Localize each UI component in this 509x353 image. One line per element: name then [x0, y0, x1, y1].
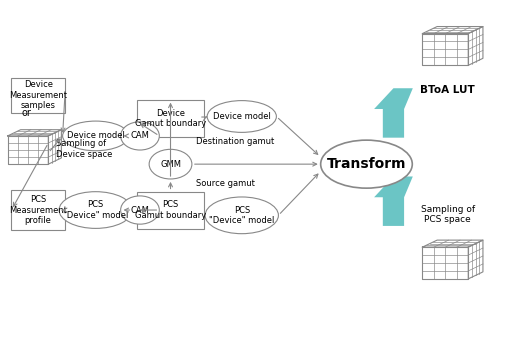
Text: Device model: Device model: [213, 112, 271, 121]
Bar: [137, 100, 204, 137]
Text: Sampling of
PCS space: Sampling of PCS space: [420, 205, 475, 224]
Ellipse shape: [205, 197, 278, 234]
Ellipse shape: [121, 196, 159, 224]
Ellipse shape: [321, 140, 412, 188]
Text: Sampling of
Device space: Sampling of Device space: [56, 139, 112, 159]
Bar: [11, 190, 65, 230]
Bar: [137, 191, 204, 229]
Text: Transform: Transform: [327, 157, 406, 171]
Ellipse shape: [207, 101, 276, 132]
Ellipse shape: [59, 192, 132, 228]
Text: Device
Measurement
samples: Device Measurement samples: [9, 80, 67, 110]
Text: GMM: GMM: [160, 160, 181, 169]
Text: PCS
"Device" model: PCS "Device" model: [63, 201, 128, 220]
Text: PCS
"Device" model: PCS "Device" model: [209, 206, 274, 225]
Ellipse shape: [63, 121, 129, 151]
Text: PCS
Measurement
profile: PCS Measurement profile: [9, 195, 67, 225]
Text: Device
Gamut boundary: Device Gamut boundary: [135, 109, 206, 128]
Polygon shape: [374, 176, 413, 226]
Ellipse shape: [121, 122, 159, 150]
Text: or: or: [21, 108, 32, 118]
Polygon shape: [374, 88, 413, 138]
Text: BToA LUT: BToA LUT: [420, 85, 475, 95]
Text: CAM: CAM: [130, 131, 150, 140]
Ellipse shape: [149, 149, 192, 179]
Text: PCS
Gamut boundary: PCS Gamut boundary: [135, 201, 206, 220]
Text: CAM: CAM: [130, 205, 150, 215]
Bar: [11, 78, 65, 113]
Text: Destination gamut: Destination gamut: [196, 137, 274, 146]
Text: Device model: Device model: [67, 131, 125, 140]
Text: Source gamut: Source gamut: [196, 179, 255, 188]
